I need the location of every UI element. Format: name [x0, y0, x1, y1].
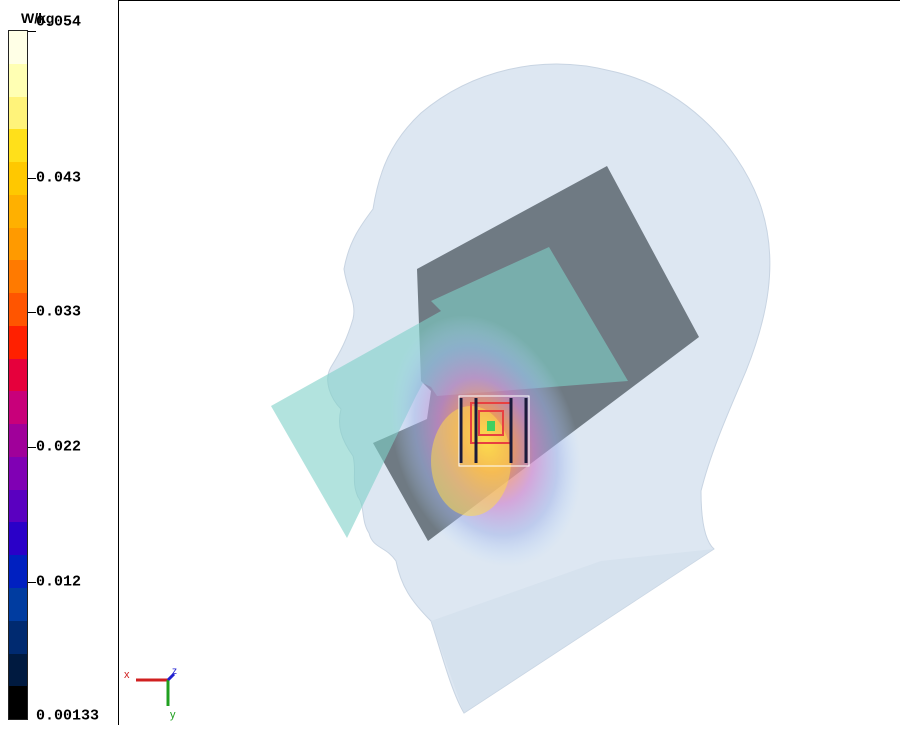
- colorbar-swatch: [9, 260, 27, 294]
- legend-tick: [28, 447, 36, 448]
- 3d-viewport[interactable]: [118, 0, 900, 725]
- colorbar-swatch: [9, 194, 27, 228]
- colorbar-swatch: [9, 489, 27, 523]
- color-legend: W/kg 0.054 0.043 0.033 0.022 0.012 0.001…: [0, 0, 118, 726]
- axis-triad: x y z: [120, 664, 180, 724]
- colorbar-swatch: [9, 227, 27, 261]
- legend-label-3: 0.022: [36, 438, 82, 456]
- legend-tick: [28, 582, 36, 583]
- colorbar-swatch: [9, 653, 27, 687]
- legend-tick: [28, 312, 36, 313]
- sar-hotspot-core: [431, 406, 511, 516]
- colorbar-swatch: [9, 620, 27, 654]
- colorbar-swatch: [9, 424, 27, 458]
- neck-shade: [431, 549, 714, 713]
- colorbar: [8, 30, 28, 720]
- legend-label-5: 0.00133: [36, 707, 100, 725]
- legend-tick: [28, 31, 36, 32]
- colorbar-swatch: [9, 456, 27, 490]
- legend-label-1: 0.043: [36, 169, 82, 187]
- colorbar-swatch: [9, 325, 27, 359]
- colorbar-swatch: [9, 162, 27, 195]
- legend-label-0: 0.054: [36, 13, 82, 31]
- legend-label-4: 0.012: [36, 573, 82, 591]
- colorbar-swatch: [9, 63, 27, 97]
- legend-tick: [28, 178, 36, 179]
- axis-y-label: y: [170, 709, 176, 721]
- device-wireframe: [458, 395, 530, 467]
- colorbar-swatch: [9, 588, 27, 621]
- axis-triad-icon: x y z: [124, 666, 177, 721]
- colorbar-swatch: [9, 129, 27, 163]
- colorbar-swatch: [9, 391, 27, 425]
- legend-label-2: 0.033: [36, 303, 82, 321]
- axis-z-label: z: [172, 666, 177, 677]
- colorbar-swatch: [9, 522, 27, 556]
- axis-x-label: x: [124, 669, 130, 681]
- colorbar-swatch: [9, 96, 27, 130]
- colorbar-swatch: [9, 31, 27, 64]
- colorbar-swatch: [9, 555, 27, 589]
- colorbar-swatch: [9, 686, 27, 720]
- legend-unit: W/kg: [21, 10, 55, 26]
- colorbar-swatch: [9, 293, 27, 327]
- head-model-render: [271, 63, 771, 714]
- colorbar-swatch: [9, 358, 27, 392]
